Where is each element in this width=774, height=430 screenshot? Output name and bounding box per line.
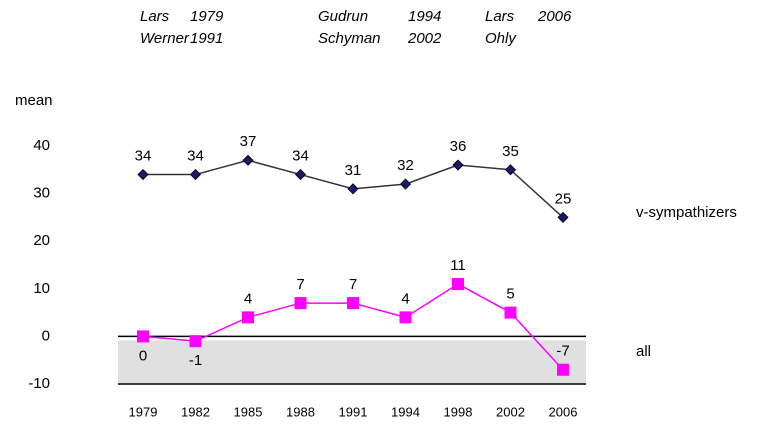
y-tick-label: 10: [33, 280, 50, 297]
x-tick-label: 1991: [339, 404, 368, 419]
data-label: 4: [401, 290, 409, 307]
point: [137, 330, 149, 343]
annotation: 2002: [407, 30, 442, 47]
point: [189, 335, 202, 348]
x-tick-label: 1988: [286, 404, 315, 419]
x-tick-label: 1982: [181, 404, 210, 419]
annotation: 2006: [537, 8, 572, 25]
point: [452, 159, 464, 171]
data-label: 5: [506, 286, 514, 303]
data-label: 11: [450, 257, 466, 274]
legend-label: all: [636, 343, 651, 360]
data-label: -7: [556, 343, 569, 360]
point: [399, 178, 412, 190]
x-tick-label: 1985: [234, 404, 263, 419]
annotation: Lars: [140, 8, 170, 25]
y-tick-label: 40: [33, 137, 50, 154]
x-tick-label: 1994: [391, 404, 420, 419]
data-label: 34: [135, 148, 152, 165]
data-label: 37: [240, 133, 257, 150]
y-tick-label: 0: [42, 327, 50, 344]
data-label: 35: [502, 143, 519, 160]
annotation: Gudrun: [318, 8, 368, 25]
point: [347, 297, 359, 310]
data-label: -1: [189, 352, 202, 369]
data-label: 4: [244, 290, 252, 307]
annotation: Ohly: [485, 30, 517, 47]
y-axis-label: mean: [15, 92, 53, 109]
point: [399, 311, 412, 324]
y-tick-label: -10: [28, 375, 50, 392]
data-label: 32: [397, 157, 414, 174]
point: [452, 278, 464, 291]
data-label: 25: [555, 190, 572, 207]
data-label: 34: [292, 148, 309, 165]
point: [557, 363, 569, 376]
y-tick-label: 30: [33, 185, 50, 202]
x-tick-label: 1979: [129, 404, 158, 419]
point: [557, 211, 569, 223]
point: [504, 306, 517, 319]
legend-label: v-sympathizers: [636, 204, 737, 221]
point: [347, 183, 359, 195]
data-label: 36: [450, 138, 467, 155]
x-tick-label: 2006: [549, 404, 578, 419]
point: [242, 154, 254, 166]
data-label: 31: [345, 162, 362, 179]
annotation: Schyman: [318, 30, 381, 47]
annotation: 1979: [190, 8, 224, 25]
point: [504, 164, 517, 176]
data-label: 34: [187, 148, 204, 165]
x-tick-label: 1998: [444, 404, 473, 419]
negative-band: [118, 340, 586, 384]
data-label: 7: [349, 276, 357, 293]
point: [189, 168, 202, 181]
data-label: 7: [296, 276, 304, 293]
point: [242, 311, 254, 324]
annotation: Lars: [485, 8, 515, 25]
data-label: 0: [139, 347, 147, 364]
x-tick-label: 2002: [496, 404, 525, 419]
point: [137, 168, 149, 181]
annotation: Werner: [140, 30, 190, 47]
y-tick-label: 20: [33, 232, 50, 249]
point: [294, 168, 307, 181]
annotation: 1994: [408, 8, 441, 25]
annotation: 1991: [190, 30, 223, 47]
point: [294, 297, 307, 310]
